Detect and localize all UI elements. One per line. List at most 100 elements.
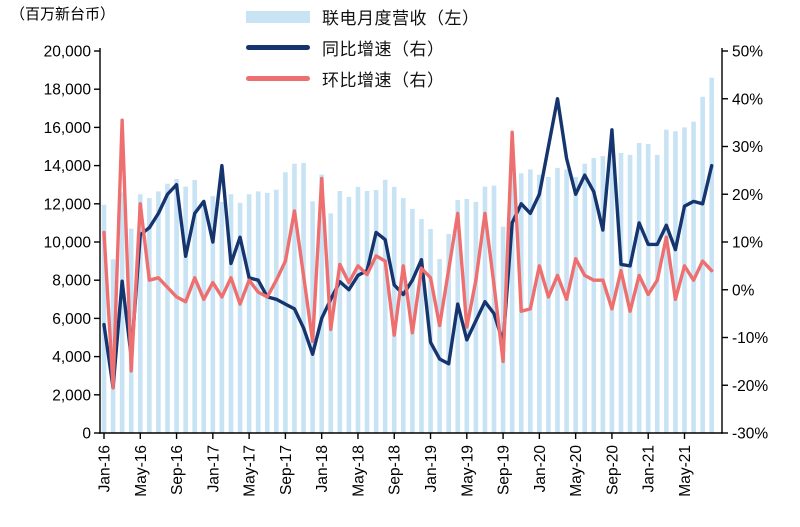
revenue-bar	[636, 143, 642, 433]
legend-item-yoy: 同比增速（右）	[246, 32, 480, 63]
y-right-tick-label: 0%	[732, 282, 755, 299]
y-left-tick-label: 20,000	[44, 44, 92, 61]
revenue-bar	[537, 174, 542, 433]
revenue-bar	[645, 144, 651, 433]
revenue-bar	[664, 129, 669, 433]
y-right-tick-label: 50%	[732, 44, 763, 61]
y-left-tick-label: 4,000	[52, 349, 91, 366]
revenue-bar	[192, 179, 197, 433]
legend-label-yoy: 同比增速（右）	[322, 40, 445, 59]
revenue-bar	[274, 189, 279, 433]
revenue-bar	[237, 202, 243, 433]
revenue-bar	[509, 167, 515, 433]
x-tick-label: May-19	[459, 445, 476, 497]
y-left-axis-title: （百万新台币）	[10, 6, 116, 23]
revenue-bar	[401, 198, 406, 433]
revenue-bar	[491, 185, 497, 433]
revenue-bar	[654, 154, 660, 433]
revenue-bar	[364, 191, 370, 433]
revenue-bar	[382, 179, 388, 433]
revenue-bar	[147, 198, 152, 433]
y-left-tick-label: 2,000	[52, 387, 91, 404]
revenue-bar	[600, 156, 606, 434]
revenue-bar	[446, 233, 451, 433]
y-right-tick-label: 40%	[732, 91, 763, 108]
legend-label-revenue: 联电月度营收（左）	[322, 9, 480, 28]
revenue-bar	[255, 191, 261, 433]
x-tick-label: Jan-21	[641, 445, 658, 492]
revenue-bar	[591, 157, 597, 433]
y-right-tick-label: -30%	[732, 426, 768, 443]
revenue-bar	[627, 154, 633, 433]
revenue-bar	[682, 127, 687, 434]
revenue-bar	[156, 191, 161, 433]
revenue-bar	[292, 163, 297, 433]
y-left-tick-label: 16,000	[44, 120, 92, 137]
legend-label-mom: 环比增速（右）	[322, 71, 445, 90]
revenue-bar	[174, 178, 179, 433]
y-right-tick-label: -20%	[732, 378, 768, 395]
x-tick-label: Jan-18	[314, 445, 331, 492]
revenue-bar	[546, 177, 551, 433]
revenue-bar	[201, 200, 207, 433]
legend-item-revenue: 联电月度营收（左）	[246, 1, 480, 32]
x-tick-label: May-18	[350, 445, 367, 497]
x-tick-label: Sep-16	[169, 445, 186, 495]
revenue-bar	[301, 162, 306, 433]
revenue-bar	[618, 152, 624, 434]
revenue-bar	[482, 186, 488, 433]
y-left-tick-label: 14,000	[44, 158, 92, 175]
revenue-bar	[119, 192, 125, 433]
y-right-tick-label: -10%	[732, 330, 768, 347]
revenue-bar	[437, 259, 442, 433]
x-tick-label: Sep-19	[496, 445, 513, 495]
legend: 联电月度营收（左） 同比增速（右） 环比增速（右）	[246, 1, 480, 94]
x-tick-label: Jan-16	[97, 445, 114, 492]
revenue-bar-swatch-icon	[246, 10, 310, 23]
revenue-bar	[264, 192, 270, 433]
x-tick-label: May-21	[677, 445, 694, 497]
y-left-tick-label: 10,000	[44, 235, 92, 252]
revenue-bar	[319, 174, 324, 433]
x-tick-label: Sep-20	[604, 445, 621, 495]
revenue-bar	[573, 177, 578, 433]
mom-line-swatch-icon	[246, 76, 310, 81]
revenue-bar	[183, 186, 188, 433]
x-tick-label: May-17	[242, 445, 259, 497]
revenue-bar	[555, 167, 560, 433]
y-right-tick-label: 30%	[732, 139, 763, 156]
x-tick-label: May-20	[568, 445, 585, 497]
x-tick-label: Jan-17	[205, 445, 222, 492]
revenue-bar	[564, 169, 569, 434]
y-left-tick-label: 12,000	[44, 196, 92, 213]
legend-item-mom: 环比增速（右）	[246, 63, 480, 94]
x-tick-label: May-16	[133, 445, 150, 497]
revenue-bar	[455, 199, 461, 433]
revenue-bar	[210, 196, 216, 433]
y-left-tick-label: 0	[82, 426, 91, 443]
revenue-bar	[582, 163, 588, 433]
y-right-tick-label: 10%	[732, 235, 763, 252]
x-tick-label: Sep-18	[387, 445, 404, 495]
revenue-bar	[219, 201, 225, 433]
x-tick-label: Jan-20	[532, 445, 549, 493]
revenue-bar	[246, 194, 252, 433]
mom-growth-line	[102, 118, 714, 390]
revenue-bar	[228, 194, 234, 433]
revenue-bar	[137, 194, 143, 433]
revenue-bar	[419, 219, 424, 433]
y-left-tick-label: 6,000	[52, 311, 91, 328]
x-tick-label: Sep-17	[278, 445, 295, 495]
revenue-bar	[709, 77, 714, 434]
revenue-bar	[609, 148, 615, 433]
revenue-bar	[673, 131, 678, 433]
revenue-bar	[391, 186, 397, 433]
revenue-bar	[101, 204, 107, 433]
x-tick-label: Jan-19	[423, 445, 440, 492]
revenue-bar	[355, 186, 361, 433]
y-left-tick-label: 8,000	[52, 273, 91, 290]
y-left-tick-label: 18,000	[44, 82, 92, 99]
yoy-line-swatch-icon	[246, 45, 310, 50]
